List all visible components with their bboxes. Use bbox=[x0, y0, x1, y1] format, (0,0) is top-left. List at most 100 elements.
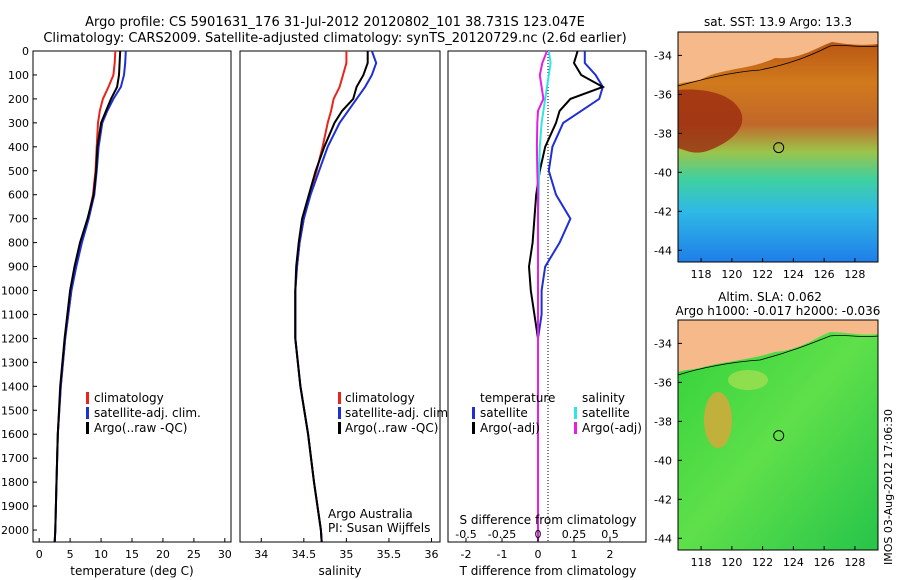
map-y-tick-label: -38 bbox=[654, 415, 672, 428]
sst-coastline bbox=[677, 45, 879, 87]
difference-axes-frame bbox=[447, 50, 647, 543]
legend-label-argo: Argo(..raw -QC) bbox=[94, 421, 187, 435]
y-tick-label: 100 bbox=[8, 69, 29, 82]
difference-xlabel: T difference from climatology bbox=[459, 564, 637, 578]
legend-label-t-satellite: satellite bbox=[480, 406, 528, 420]
x-tick-label: 2 bbox=[607, 548, 614, 561]
map-x-tick-label: 124 bbox=[783, 268, 804, 281]
difference-legend: temperature satellite Argo(-adj) salinit… bbox=[472, 391, 642, 435]
y-tick-label: 1400 bbox=[1, 380, 29, 393]
salinity-axes-frame bbox=[239, 50, 441, 543]
x-tick-label: 0 bbox=[36, 548, 43, 561]
legend-swatch-satellite bbox=[338, 407, 341, 419]
series-line-argo-raw-qc- bbox=[294, 51, 369, 543]
legend-title-salinity: salinity bbox=[582, 391, 625, 405]
y-tick-label: 0 bbox=[22, 45, 29, 58]
y-tick-label: 300 bbox=[8, 117, 29, 130]
x-tick-label: 25 bbox=[187, 548, 201, 561]
x-tick-label: 1 bbox=[571, 548, 578, 561]
x-tick-label-top: 0.25 bbox=[562, 528, 587, 541]
y-tick-label: 600 bbox=[8, 189, 29, 202]
legend-label-climatology: climatology bbox=[345, 391, 415, 405]
legend-label-s-argo: Argo(-adj) bbox=[582, 421, 642, 435]
sla-map-title: Altim. SLA: 0.062 bbox=[718, 290, 822, 304]
x-tick-label: 5 bbox=[67, 548, 74, 561]
legend-label-s-satellite: satellite bbox=[582, 406, 630, 420]
legend-label-climatology: climatology bbox=[94, 391, 164, 405]
sst-land bbox=[678, 32, 878, 84]
credit-line2: PI: Susan Wijffels bbox=[328, 521, 430, 535]
sla-map-frame bbox=[677, 319, 879, 551]
x-tick-label: 35 bbox=[339, 548, 353, 561]
temperature-axes-frame bbox=[32, 50, 232, 543]
y-tick-label: 800 bbox=[8, 237, 29, 250]
x-tick-label: 15 bbox=[125, 548, 139, 561]
y-tick-label: 1800 bbox=[1, 476, 29, 489]
temperature-panel: 0100200300400500600700800900100011001200… bbox=[1, 45, 232, 578]
difference-top-label: S difference from climatology bbox=[460, 513, 637, 527]
legend-title-temperature: temperature bbox=[480, 391, 555, 405]
map-y-tick-label: -44 bbox=[654, 244, 672, 257]
map-x-tick-label: 128 bbox=[844, 268, 865, 281]
map-x-tick-label: 124 bbox=[783, 556, 804, 569]
argo-float-marker bbox=[773, 142, 785, 154]
temperature-xlabel: temperature (deg C) bbox=[70, 564, 193, 578]
map-x-tick-label: 126 bbox=[814, 556, 835, 569]
x-tick-label: 35.5 bbox=[377, 548, 402, 561]
legend-label-satellite: satellite-adj. clim. bbox=[345, 406, 452, 420]
salinity-xlabel: salinity bbox=[318, 564, 361, 578]
map-x-tick-label: 122 bbox=[752, 268, 773, 281]
map-y-tick-label: -40 bbox=[654, 454, 672, 467]
sst-map-title: sat. SST: 13.9 Argo: 13.3 bbox=[704, 15, 852, 29]
map-y-tick-label: -36 bbox=[654, 88, 672, 101]
x-tick-label: -1 bbox=[497, 548, 508, 561]
map-x-tick-label: 128 bbox=[844, 556, 865, 569]
y-tick-label: 700 bbox=[8, 213, 29, 226]
map-y-tick-label: -34 bbox=[654, 49, 672, 62]
x-tick-label: 34 bbox=[254, 548, 268, 561]
x-tick-label: 20 bbox=[156, 548, 170, 561]
sla-mid-anomaly bbox=[728, 370, 768, 390]
argo-float-marker bbox=[773, 430, 785, 442]
legend-swatch-argo bbox=[338, 422, 341, 434]
salinity-legend: climatology satellite-adj. clim. Argo(..… bbox=[338, 391, 452, 435]
y-tick-label: 2000 bbox=[1, 524, 29, 537]
x-tick-label: 36 bbox=[424, 548, 438, 561]
x-tick-label-top: -0.25 bbox=[488, 528, 516, 541]
legend-swatch-satellite bbox=[86, 407, 89, 419]
x-tick-label: 34.5 bbox=[292, 548, 317, 561]
map-y-tick-label: -40 bbox=[654, 166, 672, 179]
x-tick-label: -2 bbox=[461, 548, 472, 561]
imos-timestamp: IMOS 03-Aug-2012 17:06:30 bbox=[882, 409, 895, 565]
credit-line1: Argo Australia bbox=[328, 507, 413, 521]
map-y-tick-label: -34 bbox=[654, 337, 672, 350]
legend-swatch-s-argo bbox=[574, 422, 577, 434]
header-line1: Argo profile: CS 5901631_176 31-Jul-2012… bbox=[85, 15, 585, 30]
legend-label-argo: Argo(..raw -QC) bbox=[345, 421, 438, 435]
y-tick-label: 1500 bbox=[1, 404, 29, 417]
legend-swatch-t-argo bbox=[472, 422, 475, 434]
map-y-tick-label: -42 bbox=[654, 205, 672, 218]
legend-label-t-argo: Argo(-adj) bbox=[480, 421, 540, 435]
x-tick-label-top: -0.5 bbox=[455, 528, 476, 541]
series-line-salinity-argo-adj- bbox=[535, 50, 548, 542]
y-tick-label: 1300 bbox=[1, 356, 29, 369]
legend-swatch-climatology bbox=[338, 392, 341, 404]
legend-swatch-t-satellite bbox=[472, 407, 475, 419]
legend-label-satellite: satellite-adj. clim. bbox=[94, 406, 201, 420]
sla-map-subtitle: Argo h1000: -0.017 h2000: -0.036 bbox=[676, 304, 881, 318]
y-tick-label: 900 bbox=[8, 261, 29, 274]
salinity-panel: 34 34.5 35 35.5 36 salinity climatology sate… bbox=[239, 50, 452, 578]
y-tick-label: 200 bbox=[8, 93, 29, 106]
x-tick-label: 0 bbox=[535, 548, 542, 561]
sla-high-anomaly bbox=[704, 392, 732, 448]
y-tick-label: 1200 bbox=[1, 332, 29, 345]
x-tick-label: 10 bbox=[94, 548, 108, 561]
legend-swatch-s-satellite bbox=[574, 407, 577, 419]
y-tick-label: 1000 bbox=[1, 285, 29, 298]
map-x-tick-label: 118 bbox=[691, 268, 712, 281]
sla-coastline bbox=[677, 335, 879, 376]
sla-land bbox=[678, 320, 878, 372]
y-tick-label: 1700 bbox=[1, 452, 29, 465]
